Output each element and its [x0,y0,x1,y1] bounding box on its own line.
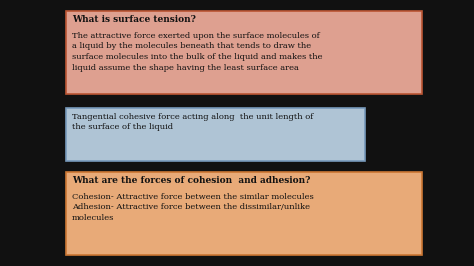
FancyBboxPatch shape [66,11,422,94]
Text: Tangential cohesive force acting along  the unit length of
the surface of the li: Tangential cohesive force acting along t… [72,113,313,131]
Text: Cohesion- Attractive force between the similar molecules
Adhesion- Attractive fo: Cohesion- Attractive force between the s… [72,193,314,222]
Text: What is surface tension?: What is surface tension? [72,15,196,24]
Text: What are the forces of cohesion  and adhesion?: What are the forces of cohesion and adhe… [72,176,310,185]
FancyBboxPatch shape [66,108,365,161]
Text: The attractive force exerted upon the surface molecules of
a liquid by the molec: The attractive force exerted upon the su… [72,32,322,72]
FancyBboxPatch shape [66,172,422,255]
